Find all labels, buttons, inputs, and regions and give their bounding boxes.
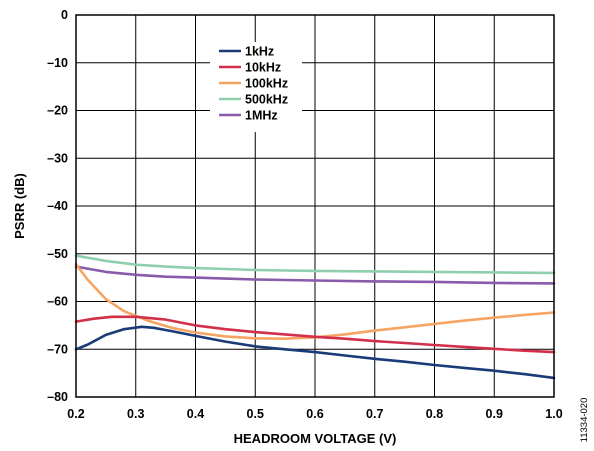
legend-label-1khz: 1kHz [245,45,274,59]
x-tick-label: 1.0 [545,407,562,421]
x-tick-label: 0.2 [67,407,84,421]
y-tick-label: –10 [47,56,68,70]
x-tick-label: 0.7 [366,407,383,421]
plot-border [75,14,555,398]
y-axis-title: PSRR (dB) [12,173,27,239]
series-line-500khz [74,254,556,275]
x-tick-label: 0.6 [306,407,323,421]
series-line-100khz [74,263,556,340]
x-tick-label: 0.4 [187,407,204,421]
y-tick-label: –30 [47,151,68,165]
y-tick-label: –60 [47,295,68,309]
x-tick-labels: 0.2 0.3 0.4 0.5 0.6 0.7 0.8 0.9 1.0 [67,407,562,421]
legend-label-10khz: 10kHz [245,61,281,75]
y-tick-label: –80 [47,390,68,404]
series-line-10khz [74,315,556,354]
legend: 1kHz 10kHz 100kHz 500kHz 1MHz [210,42,302,132]
data-series [74,254,556,380]
figure-id: 11334-020 [579,398,590,443]
x-tick-label: 0.8 [426,407,443,421]
legend-background [210,42,302,132]
series-line-1mhz [74,265,556,285]
y-tick-label: 0 [61,8,68,22]
y-tick-labels: 0 –10 –20 –30 –40 –50 –60 –70 –80 [47,8,68,404]
x-tick-label: 0.5 [247,407,264,421]
y-tick-label: –50 [47,247,68,261]
x-tick-label: 0.3 [127,407,144,421]
x-tick-label: 0.9 [486,407,503,421]
x-axis-title: HEADROOM VOLTAGE (V) [234,431,397,446]
series-line-1khz [74,325,556,380]
legend-label-500khz: 500kHz [245,93,288,107]
y-tick-label: –70 [47,342,68,356]
legend-label-100khz: 100kHz [245,77,288,91]
legend-label-1mhz: 1MHz [245,109,278,123]
y-tick-label: –40 [47,199,68,213]
y-tick-label: –20 [47,104,68,118]
